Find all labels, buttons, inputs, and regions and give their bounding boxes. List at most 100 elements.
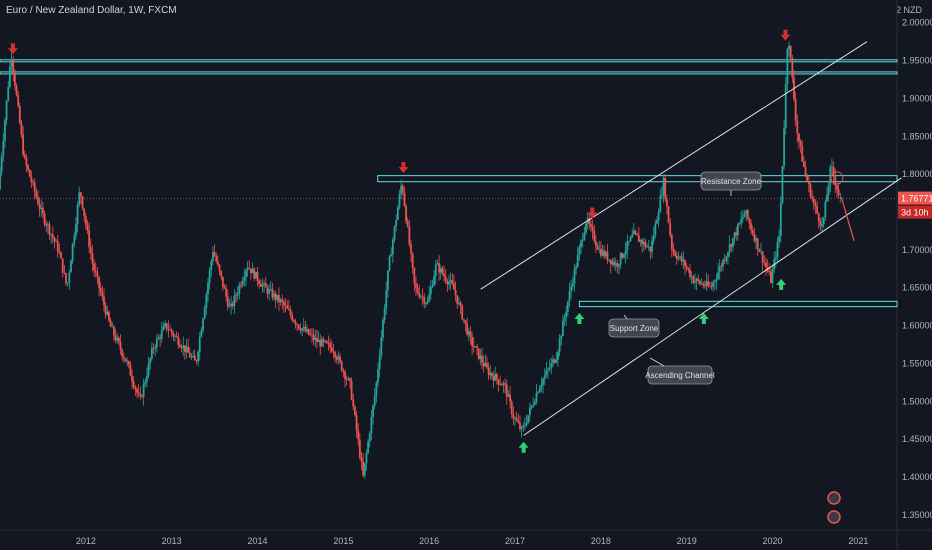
- candle-body: [48, 224, 51, 235]
- candle-body: [543, 375, 546, 380]
- candle-body: [385, 290, 388, 309]
- candle-body: [233, 295, 236, 306]
- time-axis[interactable]: 2012 2013 2014 2015 2016 2017 2018 2019 2020 2021: [76, 536, 869, 546]
- support-zone-note-label: Support Zone: [610, 324, 659, 333]
- candle-body: [378, 355, 381, 370]
- candle-body: [812, 198, 815, 204]
- candle-body: [454, 289, 457, 296]
- candle-body: [659, 195, 662, 213]
- candle-body: [296, 324, 299, 326]
- candle-body: [334, 352, 336, 358]
- candle-body: [299, 328, 302, 331]
- candle-body: [40, 207, 43, 209]
- candle-body: [208, 270, 211, 283]
- candle-body: [535, 392, 538, 402]
- candle-body: [771, 269, 774, 283]
- candle-body: [401, 185, 404, 193]
- candle-body: [79, 192, 82, 197]
- candle-body: [522, 425, 525, 428]
- candle-body: [423, 296, 426, 304]
- candle-body: [104, 305, 107, 315]
- candle-body: [329, 343, 332, 348]
- candle-body: [722, 259, 724, 267]
- price-tick-label: 1.70000: [902, 245, 932, 255]
- candle-body: [137, 392, 140, 394]
- candle-body: [187, 346, 190, 353]
- top-zone-line-lower: [0, 71, 898, 75]
- price-tick-label: 1.90000: [902, 93, 932, 103]
- candle-body: [694, 281, 696, 283]
- candle-body: [736, 224, 739, 236]
- candle-body: [685, 266, 688, 268]
- quote-currency: 2 NZD: [895, 5, 922, 15]
- candle-body: [56, 241, 59, 252]
- candle-body: [832, 166, 835, 177]
- candle-body: [413, 267, 416, 284]
- candle-body: [121, 349, 124, 357]
- candle-body: [520, 427, 523, 430]
- price-tick-label: 1.80000: [902, 169, 932, 179]
- candle-body: [179, 344, 181, 347]
- candle-body: [578, 247, 581, 255]
- candle-body: [400, 185, 403, 195]
- candle-body: [251, 268, 254, 274]
- candle-body: [131, 375, 133, 382]
- candle-body: [443, 273, 445, 277]
- candle-body: [623, 254, 625, 258]
- chart-title: Euro / New Zealand Dollar, 1W, FXCM: [6, 5, 177, 16]
- channel-note-label: Ascending Channel: [645, 371, 715, 380]
- candle-body: [349, 378, 351, 382]
- candle-body: [415, 283, 417, 288]
- candle-body: [781, 166, 784, 204]
- candle-body: [142, 384, 145, 397]
- candle-body: [301, 328, 303, 331]
- candle-body: [436, 263, 439, 265]
- candle-body: [193, 355, 196, 361]
- candle-body: [809, 183, 812, 198]
- candle-body: [524, 424, 526, 426]
- candle-body: [411, 253, 414, 268]
- candle-body: [774, 257, 777, 260]
- candle-body: [263, 283, 266, 285]
- time-tick-label: 2012: [76, 536, 96, 546]
- price-axis[interactable]: 2.000001.950001.900001.850001.800001.750…: [902, 18, 932, 520]
- buy-arrow-icon: [776, 278, 787, 290]
- candle-body: [801, 145, 804, 162]
- candle-body: [198, 336, 201, 353]
- candle-body: [66, 282, 69, 284]
- candle-body: [281, 299, 284, 302]
- candle-body: [665, 199, 668, 207]
- candle-body: [438, 263, 440, 273]
- candle-body: [728, 244, 731, 253]
- candle-body: [530, 405, 533, 408]
- candle-body: [712, 282, 715, 287]
- sell-arrow-icon: [587, 207, 598, 219]
- candle-body: [320, 338, 323, 347]
- sell-arrow-icon: [398, 162, 409, 174]
- candle-body: [83, 208, 86, 217]
- candle-body: [603, 250, 606, 257]
- candle-body: [424, 303, 427, 304]
- candle-body: [169, 329, 171, 331]
- candle-body: [778, 236, 781, 242]
- candle-body: [94, 270, 97, 273]
- candle-body: [745, 210, 748, 214]
- candle-body: [444, 276, 447, 281]
- candle-body: [514, 418, 516, 419]
- candle-body: [755, 238, 757, 241]
- price-tick-label: 1.35000: [902, 510, 932, 520]
- price-tick-label: 1.65000: [902, 283, 932, 293]
- candle-body: [570, 286, 573, 292]
- candle-body: [182, 345, 185, 349]
- candle-body: [35, 191, 38, 198]
- candle-body: [45, 223, 48, 226]
- candle-body: [552, 359, 554, 363]
- candle-body: [763, 262, 766, 264]
- candle-body: [15, 85, 18, 95]
- candle-body: [216, 261, 219, 265]
- resistance-zone: [377, 175, 898, 183]
- price-tick-label: 1.95000: [902, 56, 932, 66]
- candle-body: [798, 133, 800, 142]
- candle-body: [428, 294, 431, 302]
